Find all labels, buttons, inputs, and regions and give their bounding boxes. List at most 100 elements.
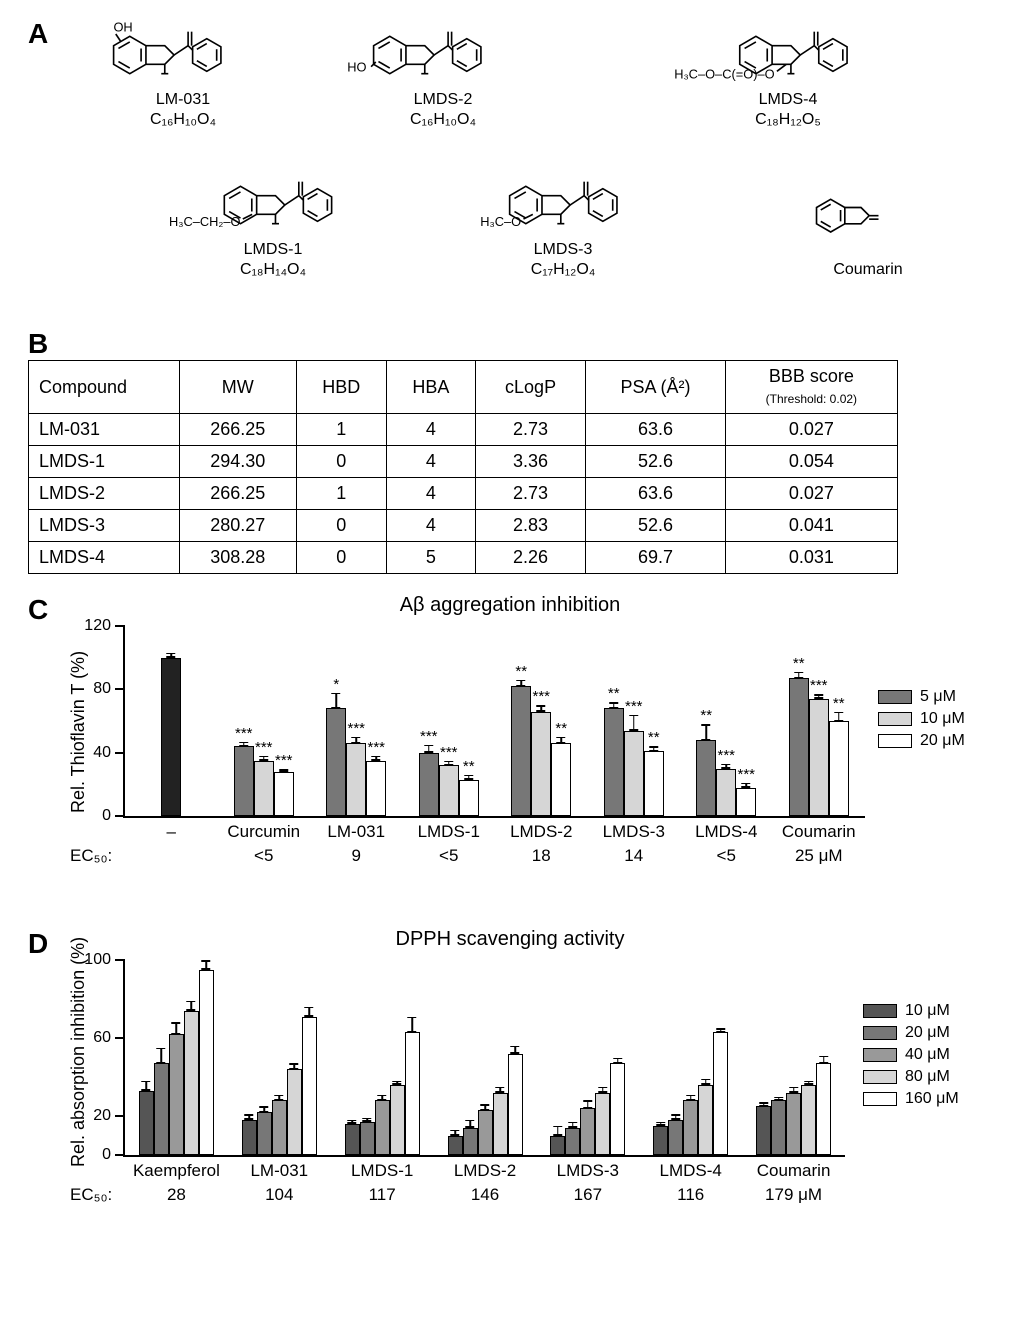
significance: *** [366, 743, 386, 753]
significance: ** [789, 659, 809, 669]
bar [809, 699, 829, 816]
bar [610, 1063, 625, 1155]
table-cell: 63.6 [586, 414, 725, 446]
x-label: Kaempferol [133, 1155, 220, 1181]
bar [169, 1034, 184, 1155]
bar [199, 970, 214, 1155]
structure-name: LM-031 [78, 90, 288, 110]
bar [565, 1128, 580, 1155]
significance: *** [274, 756, 294, 766]
significance: *** [419, 732, 439, 742]
significance: *** [716, 751, 736, 761]
table-cell: 5 [386, 542, 475, 574]
ec50-label: EC₅₀: [70, 846, 112, 866]
table-row: LM-031266.25142.7363.60.027 [29, 414, 898, 446]
bar [478, 1110, 493, 1155]
bar [644, 751, 664, 816]
ec50-value: 167 [574, 1185, 602, 1205]
bar [508, 1054, 523, 1155]
table-cell: LMDS-3 [29, 510, 180, 542]
ytick-label: 120 [84, 617, 125, 635]
panel-b-label: B [28, 328, 48, 360]
table-cell: LMDS-2 [29, 478, 180, 510]
bar [683, 1100, 698, 1155]
ytick-label: 0 [102, 1146, 125, 1164]
x-label: LMDS-4 [695, 816, 757, 842]
structure-lm-031: OH LM-031 C₁₆H₁₀O₄ [78, 20, 288, 130]
panel-c-ylabel: Rel. Thioflavin T (%) [68, 651, 89, 813]
col-header: MW [180, 361, 297, 414]
significance: * [326, 680, 346, 690]
bar [242, 1120, 257, 1155]
legend-label: 40 μM [905, 1046, 950, 1064]
ec50-value: 25 μM [795, 846, 843, 866]
panel-c-legend: 5 μM10 μM20 μM [878, 688, 965, 754]
table-row: LMDS-4308.28052.2669.70.031 [29, 542, 898, 574]
bar [786, 1093, 801, 1155]
bar [366, 761, 386, 816]
table-cell: 280.27 [180, 510, 297, 542]
structure-formula: C₁₆H₁₀O₄ [338, 110, 548, 130]
table-row: LMDS-2266.25142.7363.60.027 [29, 478, 898, 510]
x-label: LMDS-3 [603, 816, 665, 842]
x-label: LMDS-4 [660, 1155, 722, 1181]
col-header: cLogP [475, 361, 585, 414]
table-cell: 69.7 [586, 542, 725, 574]
structure-lmds-2: HO LMDS-2 C₁₆H₁₀O₄ [338, 20, 548, 130]
table-cell: 0.027 [725, 478, 897, 510]
bar [272, 1100, 287, 1155]
table-cell: 266.25 [180, 478, 297, 510]
table-cell: 4 [386, 446, 475, 478]
table-cell: 2.73 [475, 478, 585, 510]
bar [459, 780, 479, 816]
structure-name: LMDS-4 [648, 90, 928, 110]
panel-b: B CompoundMWHBDHBAcLogPPSA (Å²)BBB score… [28, 328, 992, 574]
bar [511, 686, 531, 816]
ytick-label: 0 [102, 807, 125, 825]
svg-text:HO: HO [347, 59, 366, 74]
ec50-label: EC₅₀: [70, 1185, 112, 1205]
svg-text:H₃C–O–C(=O)–O: H₃C–O–C(=O)–O [674, 66, 774, 81]
significance: *** [809, 681, 829, 691]
table-cell: 4 [386, 510, 475, 542]
legend-label: 80 μM [905, 1068, 950, 1086]
bar [551, 743, 571, 816]
ec50-value: 179 μM [765, 1185, 822, 1205]
table-cell: 52.6 [586, 446, 725, 478]
structure-lmds-1: H₃C–CH₂–O LMDS-1 C₁₈H₁₄O₄ [158, 170, 388, 280]
bar [375, 1100, 390, 1155]
bar [668, 1120, 683, 1155]
legend-label: 10 μM [905, 1002, 950, 1020]
structure-formula: C₁₇H₁₂O₄ [448, 260, 678, 280]
legend-label: 20 μM [905, 1024, 950, 1042]
structure-lmds-3: H₃C–O LMDS-3 C₁₇H₁₂O₄ [448, 170, 678, 280]
properties-table: CompoundMWHBDHBAcLogPPSA (Å²)BBB score(T… [28, 360, 898, 574]
ytick-label: 80 [93, 680, 125, 698]
col-header: PSA (Å²) [586, 361, 725, 414]
panel-d-ylabel: Rel. absorption inhibition (%) [68, 937, 89, 1167]
table-cell: 308.28 [180, 542, 297, 574]
ytick-label: 40 [93, 744, 125, 762]
bar [302, 1017, 317, 1155]
x-label: LMDS-2 [454, 1155, 516, 1181]
bar [360, 1122, 375, 1155]
bar [463, 1128, 478, 1155]
structure-name: LMDS-1 [158, 240, 388, 260]
table-cell: 0.027 [725, 414, 897, 446]
col-header: HBA [386, 361, 475, 414]
table-cell: 3.36 [475, 446, 585, 478]
panel-d: D DPPH scavenging activity Rel. absorpti… [28, 932, 992, 1232]
table-cell: 2.26 [475, 542, 585, 574]
ec50-value: 9 [352, 846, 361, 866]
x-label: – [167, 816, 176, 842]
panel-d-title: DPPH scavenging activity [28, 928, 992, 951]
bar [448, 1136, 463, 1156]
significance: ** [459, 762, 479, 772]
ec50-value: <5 [254, 846, 273, 866]
significance: *** [531, 692, 551, 702]
significance: *** [346, 724, 366, 734]
table-cell: 294.30 [180, 446, 297, 478]
legend-item: 40 μM [863, 1046, 959, 1064]
legend-item: 10 μM [863, 1002, 959, 1020]
legend-item: 160 μM [863, 1090, 959, 1108]
